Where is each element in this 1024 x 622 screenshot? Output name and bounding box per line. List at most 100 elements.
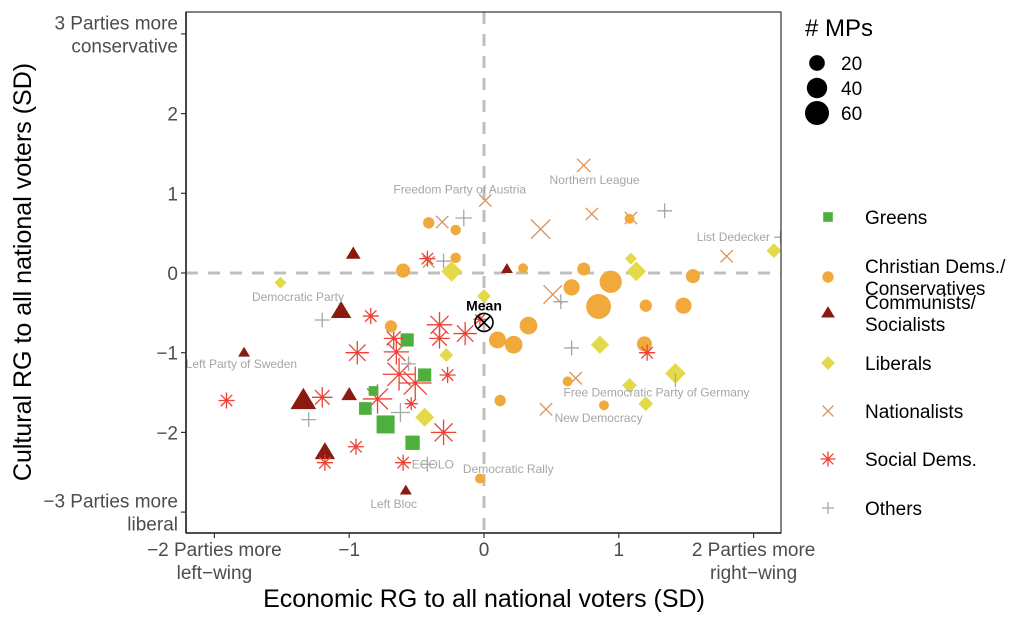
data-point-greens <box>376 415 395 434</box>
size-legend-key <box>804 100 830 126</box>
party-annotation: Left Bloc <box>370 497 417 511</box>
data-point-others <box>564 340 580 356</box>
data-point-christian <box>504 335 523 354</box>
legend-label-socialdems: Social Dems. <box>865 450 977 471</box>
x-tick-label: −2 Parties more <box>147 540 282 561</box>
y-tick-label: −2 <box>156 423 178 444</box>
data-point-liberals <box>439 348 454 363</box>
data-point-nationalists <box>478 193 492 208</box>
data-point-communists <box>238 346 251 357</box>
y-tick-label: conservative <box>71 36 178 57</box>
data-point-liberals <box>415 407 435 427</box>
mean-label: Mean <box>466 297 502 313</box>
legend-label-christian: Conservatives <box>865 279 985 300</box>
x-tick-label: right−wing <box>710 563 797 584</box>
data-point-socialdems-center <box>463 331 467 336</box>
plot-area: Northern League Freedom Party of Austria L… <box>186 12 781 533</box>
data-point-communists <box>399 484 412 495</box>
x-tick-label: −1 <box>338 540 360 561</box>
x-axis-title: Economic RG to all national voters (SD) <box>263 585 705 613</box>
data-point-nationalists <box>719 249 734 263</box>
data-point-liberals <box>590 335 610 354</box>
data-point-socialdems-center <box>354 445 358 449</box>
data-point-socialdems-center <box>320 395 324 399</box>
x-tick-label: left−wing <box>177 563 253 584</box>
data-point-nationalists <box>543 284 563 305</box>
y-tick-label: 3 Parties more <box>54 13 178 34</box>
data-point-socialdems-center <box>401 461 405 465</box>
data-point-nationalists <box>435 215 449 229</box>
data-point-greens <box>400 333 414 347</box>
data-point-communists <box>330 301 352 319</box>
data-point-christian <box>636 336 652 352</box>
data-point-christian <box>563 279 580 296</box>
data-point-socialdems-center <box>224 398 229 403</box>
data-point-christian <box>450 252 461 264</box>
data-point-others <box>390 402 411 423</box>
size-legend-title: # MPs <box>805 15 873 42</box>
data-point-nationalists <box>576 158 591 173</box>
data-point-socialdems-center <box>413 381 417 385</box>
data-point-socialdems-center <box>437 323 442 327</box>
legend-key-communists <box>821 306 835 318</box>
data-point-others <box>401 356 416 372</box>
legend-label-others: Others <box>865 499 922 520</box>
data-point-christian <box>518 263 529 274</box>
data-point-others <box>314 312 330 328</box>
data-point-others <box>657 203 673 219</box>
size-legend-key <box>806 77 828 99</box>
x-tick-label: 2 Parties more <box>692 540 816 561</box>
legend-key-others <box>822 502 834 514</box>
data-point-christian <box>624 213 635 224</box>
data-point-others <box>436 253 451 269</box>
data-point-liberals <box>624 252 637 265</box>
data-point-nationalists <box>530 219 551 240</box>
data-point-others <box>301 412 317 428</box>
data-point-socialdems-center <box>425 257 429 261</box>
data-point-christian <box>474 473 485 484</box>
data-point-christian <box>586 294 612 319</box>
size-legend-label: 20 <box>841 54 862 75</box>
data-point-socialdems-center <box>375 397 380 401</box>
data-point-communists <box>314 442 336 460</box>
party-annotation: Free Democratic Party of Germany <box>564 386 750 400</box>
data-point-greens <box>405 435 420 450</box>
party-annotation: Left Party of Sweden <box>186 357 297 371</box>
legend-label-communists: Communists/ <box>865 293 977 314</box>
data-point-christian <box>494 394 506 407</box>
data-point-christian <box>599 270 622 293</box>
party-annotation: Democratic Rally <box>463 462 554 476</box>
data-point-christian <box>450 224 461 236</box>
mean-marker: Mean <box>466 297 502 333</box>
data-point-christian <box>384 320 398 333</box>
data-point-christian <box>675 297 692 314</box>
party-annotation: List Dedecker <box>697 230 770 244</box>
data-point-socialdems-center <box>392 336 396 340</box>
legend-key-nationalists <box>822 405 834 417</box>
data-point-socialdems-center <box>394 350 398 354</box>
data-point-nationalists <box>422 255 436 269</box>
x-tick-label: 1 <box>614 540 625 561</box>
size-legend-key <box>809 55 825 71</box>
y-tick-label: 0 <box>167 264 178 285</box>
data-point-christian <box>423 217 435 229</box>
data-point-communists <box>290 387 317 410</box>
legend-key-socialdems-center <box>826 457 830 461</box>
legend-label-nationalists: Nationalists <box>865 402 963 423</box>
x-tick-label: 0 <box>479 540 490 561</box>
data-point-liberals <box>274 276 287 289</box>
party-annotation: Northern League <box>549 173 639 187</box>
data-point-communists <box>341 387 358 401</box>
data-point-christian <box>396 263 411 278</box>
party-annotation: ECOLO <box>412 457 454 471</box>
mean-circle <box>474 312 494 333</box>
data-point-christian <box>685 269 700 284</box>
data-point-socialdems-center <box>446 373 450 377</box>
legend-label-christian: Christian Dems./ <box>865 257 1006 278</box>
data-point-greens <box>368 386 379 396</box>
data-point-christian <box>639 299 652 312</box>
legend-key-liberals <box>821 356 835 370</box>
data-point-socialdems-center <box>409 402 413 406</box>
data-point-socialdems-center <box>369 314 373 318</box>
